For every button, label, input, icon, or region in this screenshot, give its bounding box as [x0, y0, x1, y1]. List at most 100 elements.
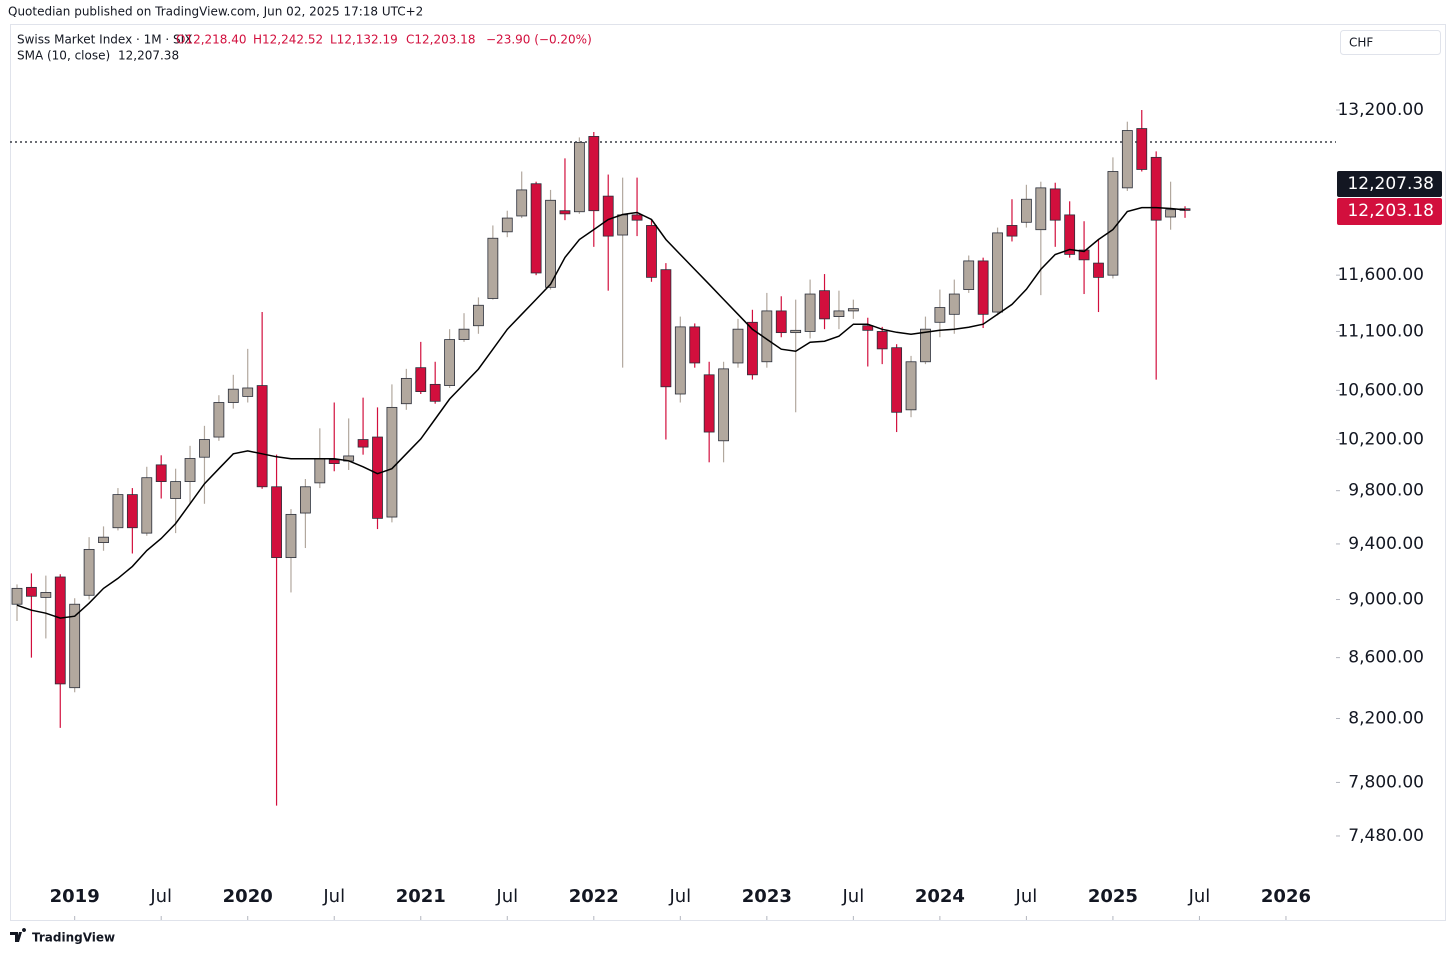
candle-body: [126, 494, 138, 529]
candle-body: [530, 183, 542, 274]
candle-body: [804, 293, 816, 332]
candle-body: [501, 217, 513, 233]
y-tick-label: 7,800.00: [1348, 772, 1424, 792]
candle-body: [285, 513, 297, 559]
last-price-box: [1337, 198, 1442, 225]
candle-body: [170, 481, 182, 499]
candle-body: [400, 377, 412, 405]
candle-body: [54, 576, 66, 685]
candle-body: [1093, 262, 1104, 278]
candle-body: [1136, 128, 1148, 170]
candle-body: [920, 328, 931, 363]
candle-body: [141, 477, 153, 534]
x-tick-label: Jul: [149, 886, 172, 907]
plot-area: 7,480.00 7,800.00 8,200.00 8,600.00 9,000.00…: [10, 100, 1442, 920]
candle-body: [948, 293, 960, 315]
x-tick-label: 2024: [915, 886, 965, 907]
tradingview-logo: TradingView: [10, 928, 115, 945]
candle-body: [1165, 209, 1176, 218]
candle-body: [790, 329, 802, 334]
x-tick-label: 2022: [569, 886, 619, 907]
candle-body: [184, 458, 196, 482]
y-tick-label: 10,600.00: [1337, 380, 1424, 400]
chart-title: Swiss Market Index · 1M · SIX: [17, 33, 192, 47]
candle-body: [372, 436, 383, 519]
candle-body: [617, 214, 629, 236]
sma-price-label: 12,207.38: [1347, 174, 1434, 194]
candle-body: [833, 310, 845, 317]
candle-body: [718, 368, 729, 442]
candle-body: [992, 232, 1003, 313]
candle-body: [83, 548, 95, 596]
candle-body: [660, 269, 672, 388]
y-tick-label: 9,800.00: [1348, 481, 1424, 501]
candle-body: [876, 331, 888, 350]
y-tick-label: 13,200.00: [1337, 100, 1424, 120]
sma-line: [16, 206, 1186, 619]
ohlc-high: H12,242.52: [253, 33, 323, 47]
candle-body: [559, 210, 571, 215]
candle-body: [473, 304, 484, 327]
ohlc-change: −23.90 (−0.20%): [486, 33, 592, 47]
candle-body: [747, 321, 758, 376]
y-tick-label: 9,000.00: [1348, 590, 1424, 610]
currency-label[interactable]: CHF: [1349, 36, 1373, 50]
footer-brand: TradingView: [32, 931, 115, 945]
candle-body: [299, 486, 311, 514]
candle-body: [199, 439, 210, 458]
y-tick-label: 11,600.00: [1337, 265, 1424, 285]
chart-frame: [10, 24, 1446, 921]
candle-body: [689, 326, 701, 364]
y-tick-label: 9,400.00: [1348, 534, 1424, 554]
ohlc-open: O12,218.40: [176, 33, 247, 47]
x-tick-label: 2020: [223, 886, 273, 907]
x-tick-label: Jul: [1015, 886, 1038, 907]
candle-body: [213, 402, 225, 438]
candle-body: [1049, 188, 1061, 221]
candle-body: [631, 214, 643, 221]
candle-body: [891, 347, 903, 413]
candle-body: [487, 237, 499, 299]
y-tick-label: 7,480.00: [1348, 826, 1424, 846]
candle-body: [1035, 187, 1047, 231]
candle-body: [934, 307, 946, 323]
y-tick-label: 8,600.00: [1348, 648, 1424, 668]
x-tick-label: Jul: [1188, 886, 1211, 907]
x-tick-label: 2023: [742, 886, 792, 907]
candle-body: [11, 587, 23, 605]
currency-box[interactable]: [1340, 30, 1441, 55]
candle-body: [1078, 249, 1090, 261]
candle-body: [227, 388, 239, 403]
candle-body: [703, 374, 715, 433]
candle-body: [1021, 198, 1032, 223]
candle-body: [977, 260, 989, 315]
candle-body: [1121, 130, 1133, 189]
candle-body: [314, 458, 326, 484]
candle-body: [545, 199, 556, 288]
candle-body: [386, 406, 398, 518]
candle-body: [26, 586, 37, 597]
candle-body: [1006, 225, 1018, 237]
candle-body: [847, 308, 859, 312]
candle-body: [1107, 171, 1119, 276]
candle-body: [271, 486, 282, 559]
candle-body: [732, 328, 744, 364]
candle-body: [1150, 156, 1162, 221]
x-tick-label: 2026: [1261, 886, 1311, 907]
candle-body: [646, 225, 657, 278]
candle-body: [775, 310, 787, 334]
candle-body: [242, 387, 254, 397]
x-tick-label: Jul: [668, 886, 691, 907]
x-tick-label: 2019: [50, 886, 100, 907]
candle-body: [963, 260, 975, 290]
candle-body: [674, 326, 686, 395]
candle-body: [69, 603, 81, 689]
x-tick-label: 2021: [396, 886, 446, 907]
y-tick-label: 10,200.00: [1337, 430, 1424, 450]
candle-body: [458, 328, 470, 340]
sma-price-box: [1337, 171, 1442, 197]
candle-body: [415, 367, 427, 392]
candle-body: [40, 592, 52, 598]
